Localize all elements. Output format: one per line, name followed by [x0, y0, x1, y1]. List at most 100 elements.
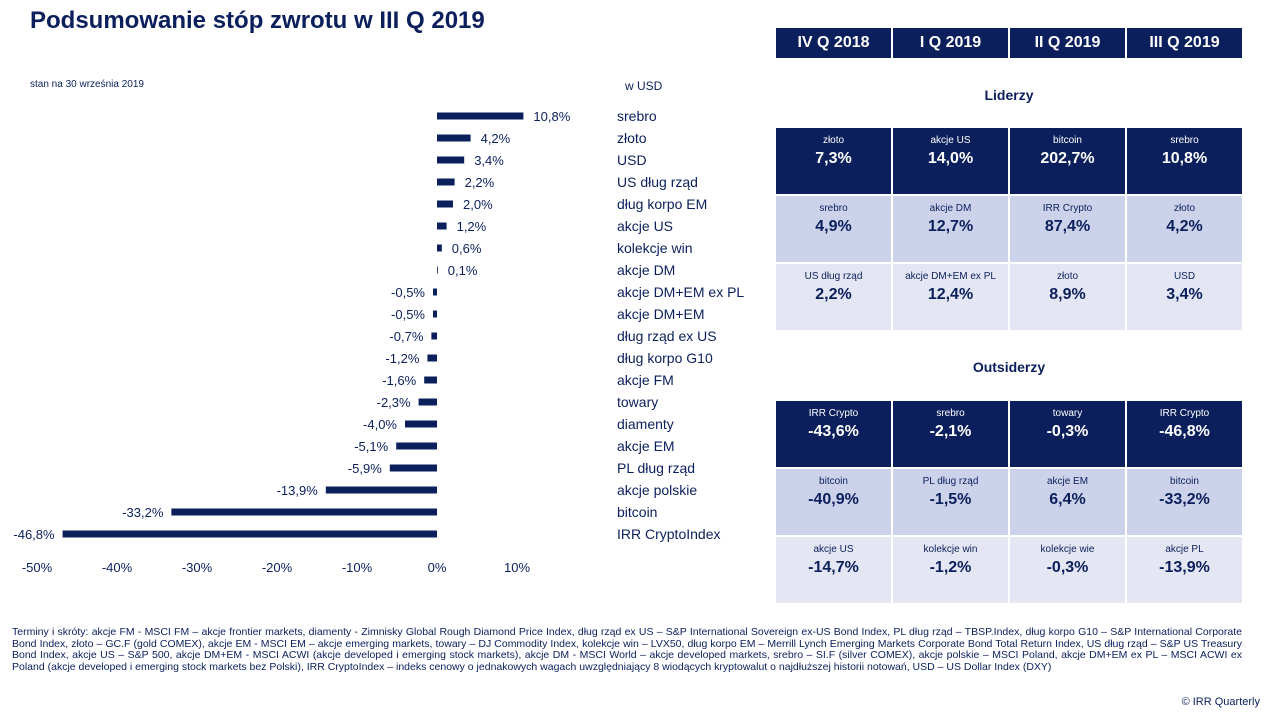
asset-name: bitcoin: [1170, 476, 1199, 487]
asset-name: akcje US: [930, 135, 971, 146]
category-label: dług rząd ex US: [617, 328, 717, 344]
data-label: -2,3%: [377, 395, 411, 410]
asset-name: srebro: [1170, 135, 1199, 146]
category-label: diamenty: [617, 416, 674, 432]
asset-name: IRR Crypto: [1159, 408, 1210, 419]
outsiders-title: Outsiderzy: [972, 359, 1046, 375]
return-value: 7,3%: [815, 150, 852, 167]
asset-name: akcje US: [813, 544, 854, 555]
bar: [437, 266, 438, 274]
data-label: 10,8%: [533, 109, 570, 124]
data-label: 0,1%: [448, 263, 478, 278]
data-label: -1,6%: [382, 373, 416, 388]
asset-name: IRR Crypto: [808, 408, 859, 419]
return-value: -14,7%: [808, 559, 859, 576]
return-value: 2,2%: [815, 286, 852, 303]
outsiders-cell: bitcoin -40,9%: [776, 469, 891, 535]
asset-name: akcje DM: [929, 203, 972, 214]
outsiders-cell: IRR Crypto -43,6%: [776, 401, 891, 467]
outsiders-cell: akcje EM 6,4%: [1010, 469, 1125, 535]
data-label: 0,6%: [452, 241, 482, 256]
asset-name: PL dług rząd: [922, 476, 979, 487]
x-tick-label: -10%: [342, 560, 373, 575]
return-value: 3,4%: [1166, 286, 1203, 303]
category-label: dług korpo G10: [617, 350, 713, 366]
data-label: -33,2%: [122, 505, 164, 520]
return-value: 12,4%: [927, 286, 974, 303]
leaders-cell: złoto 4,2%: [1127, 196, 1242, 262]
leaders-cell: IRR Crypto 87,4%: [1010, 196, 1125, 262]
quarter-header-0: IV Q 2018: [776, 28, 891, 58]
category-label: akcje US: [617, 218, 673, 234]
asset-name: akcje PL: [1165, 544, 1204, 555]
leaders-title: Liderzy: [984, 87, 1034, 103]
category-label: akcje polskie: [617, 482, 697, 498]
leaders-cell: srebro 10,8%: [1127, 128, 1242, 194]
leaders-cell: złoto 7,3%: [776, 128, 891, 194]
leaders-cell: bitcoin 202,7%: [1010, 128, 1125, 194]
bar: [396, 442, 437, 450]
asset-name: towary: [1052, 408, 1083, 419]
data-label: -1,2%: [385, 351, 419, 366]
x-tick-label: 0%: [428, 560, 447, 575]
bar: [62, 530, 437, 538]
outsiders-cell: towary -0,3%: [1010, 401, 1125, 467]
return-value: -1,2%: [929, 559, 972, 576]
bar: [437, 244, 442, 252]
bar: [437, 156, 465, 164]
category-label: towary: [617, 394, 658, 410]
category-label: akcje EM: [617, 438, 675, 454]
asset-name: kolekcje win: [923, 544, 978, 555]
bar: [437, 134, 471, 142]
page-title: Podsumowanie stóp zwrotu w III Q 2019: [30, 7, 485, 34]
bar: [418, 398, 437, 406]
return-value: -46,8%: [1159, 423, 1210, 440]
category-label: akcje DM+EM ex PL: [617, 284, 744, 300]
return-value: -40,9%: [808, 491, 859, 508]
bar: [431, 332, 437, 340]
data-label: -0,7%: [389, 329, 423, 344]
bar: [405, 420, 437, 428]
category-label: akcje DM+EM: [617, 306, 705, 322]
leaders-cell: US dług rząd 2,2%: [776, 264, 891, 330]
category-label: dług korpo EM: [617, 196, 707, 212]
leaders-cell: złoto 8,9%: [1010, 264, 1125, 330]
data-label: -13,9%: [277, 483, 319, 498]
return-value: -0,3%: [1046, 423, 1089, 440]
bar: [427, 354, 437, 362]
data-label: 1,2%: [457, 219, 487, 234]
asset-name: srebro: [936, 408, 965, 419]
outsiders-cell: akcje US -14,7%: [776, 537, 891, 603]
data-label: -46,8%: [13, 527, 55, 542]
category-label: PL dług rząd: [617, 460, 695, 476]
return-value: -2,1%: [929, 423, 972, 440]
outsiders-cell: kolekcje win -1,2%: [893, 537, 1008, 603]
return-value: 10,8%: [1161, 150, 1208, 167]
outsiders-cell: akcje PL -13,9%: [1127, 537, 1242, 603]
asset-name: IRR Crypto: [1042, 203, 1093, 214]
outsiders-cell: kolekcje wie -0,3%: [1010, 537, 1125, 603]
bar: [437, 222, 447, 230]
return-value: -1,5%: [929, 491, 972, 508]
quarter-header-1: I Q 2019: [893, 28, 1008, 58]
return-value: -33,2%: [1159, 491, 1210, 508]
quarter-header-3: III Q 2019: [1127, 28, 1242, 58]
return-value: 12,7%: [927, 218, 974, 235]
bar: [437, 200, 453, 208]
return-value: 8,9%: [1049, 286, 1086, 303]
return-value: 202,7%: [1040, 150, 1095, 167]
currency-unit: w USD: [625, 79, 663, 93]
bar: [437, 112, 524, 120]
bar: [437, 178, 455, 186]
as-of-date: stan na 30 września 2019: [30, 79, 144, 90]
x-tick-label: -50%: [22, 560, 53, 575]
leaders-cell: USD 3,4%: [1127, 264, 1242, 330]
category-label: akcje DM: [617, 262, 675, 278]
return-value: 4,9%: [815, 218, 852, 235]
category-label: złoto: [617, 130, 647, 146]
bar: [433, 310, 437, 318]
category-label: US dług rząd: [617, 174, 698, 190]
bar: [325, 486, 437, 494]
return-value: -13,9%: [1159, 559, 1210, 576]
bar: [433, 288, 437, 296]
